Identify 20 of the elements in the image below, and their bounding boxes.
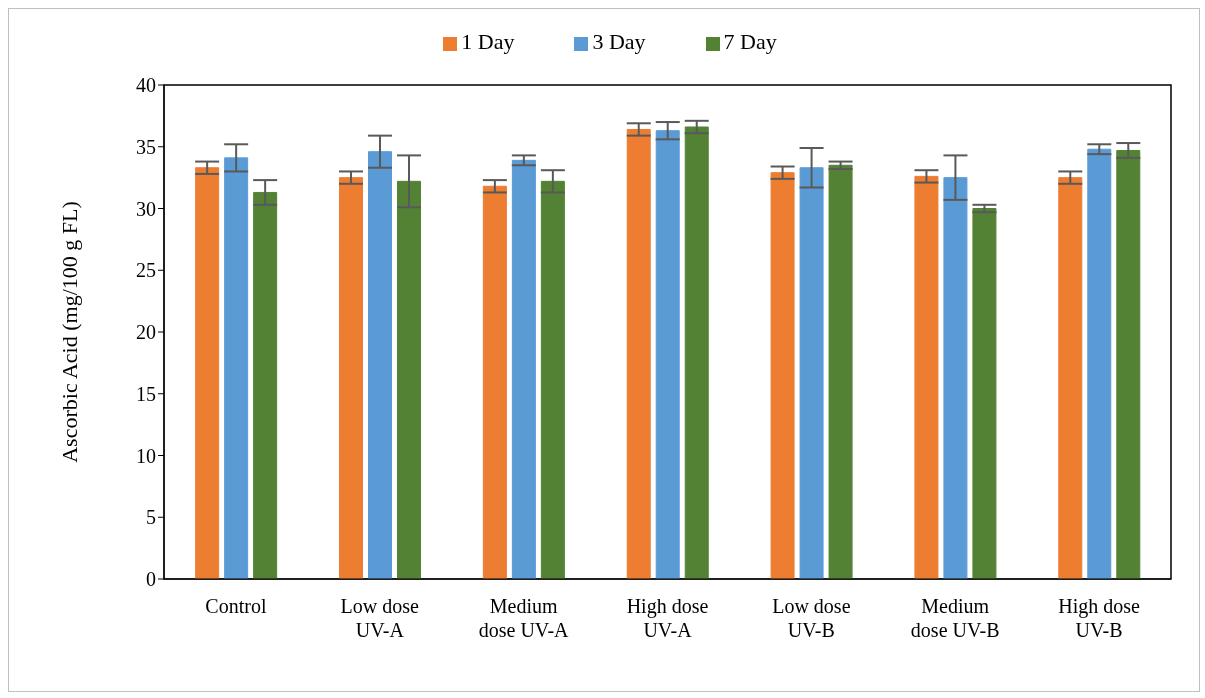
y-tick-label: 0: [146, 568, 156, 591]
y-tick-label: 5: [146, 506, 156, 529]
x-tick-label: Medium dose UV-A: [478, 595, 570, 641]
legend-label: 7 Day: [723, 29, 777, 54]
legend-label: 1 Day: [461, 29, 515, 54]
y-tick-label: 20: [136, 321, 156, 344]
y-tick-label: 35: [136, 135, 156, 158]
x-tick-label: Low dose UV-B: [772, 595, 851, 641]
legend-label: 3 Day: [592, 29, 646, 54]
y-axis-title: Ascorbic Acid (mg/100 g FL): [56, 201, 82, 463]
y-tick-label: 30: [136, 197, 156, 220]
y-tick-label: 15: [136, 382, 156, 405]
y-tick-label: 25: [136, 259, 156, 282]
x-tick-label: Control: [205, 595, 267, 617]
y-tick-label: 40: [136, 74, 156, 97]
x-tick-label: High dose UV-A: [626, 595, 709, 641]
x-tick-label: High dose UV-B: [1058, 595, 1141, 641]
y-tick-label: 10: [136, 444, 156, 467]
x-tick-label: Low dose UV-A: [340, 595, 420, 641]
x-tick-label: Medium dose UV-B: [910, 595, 1000, 641]
